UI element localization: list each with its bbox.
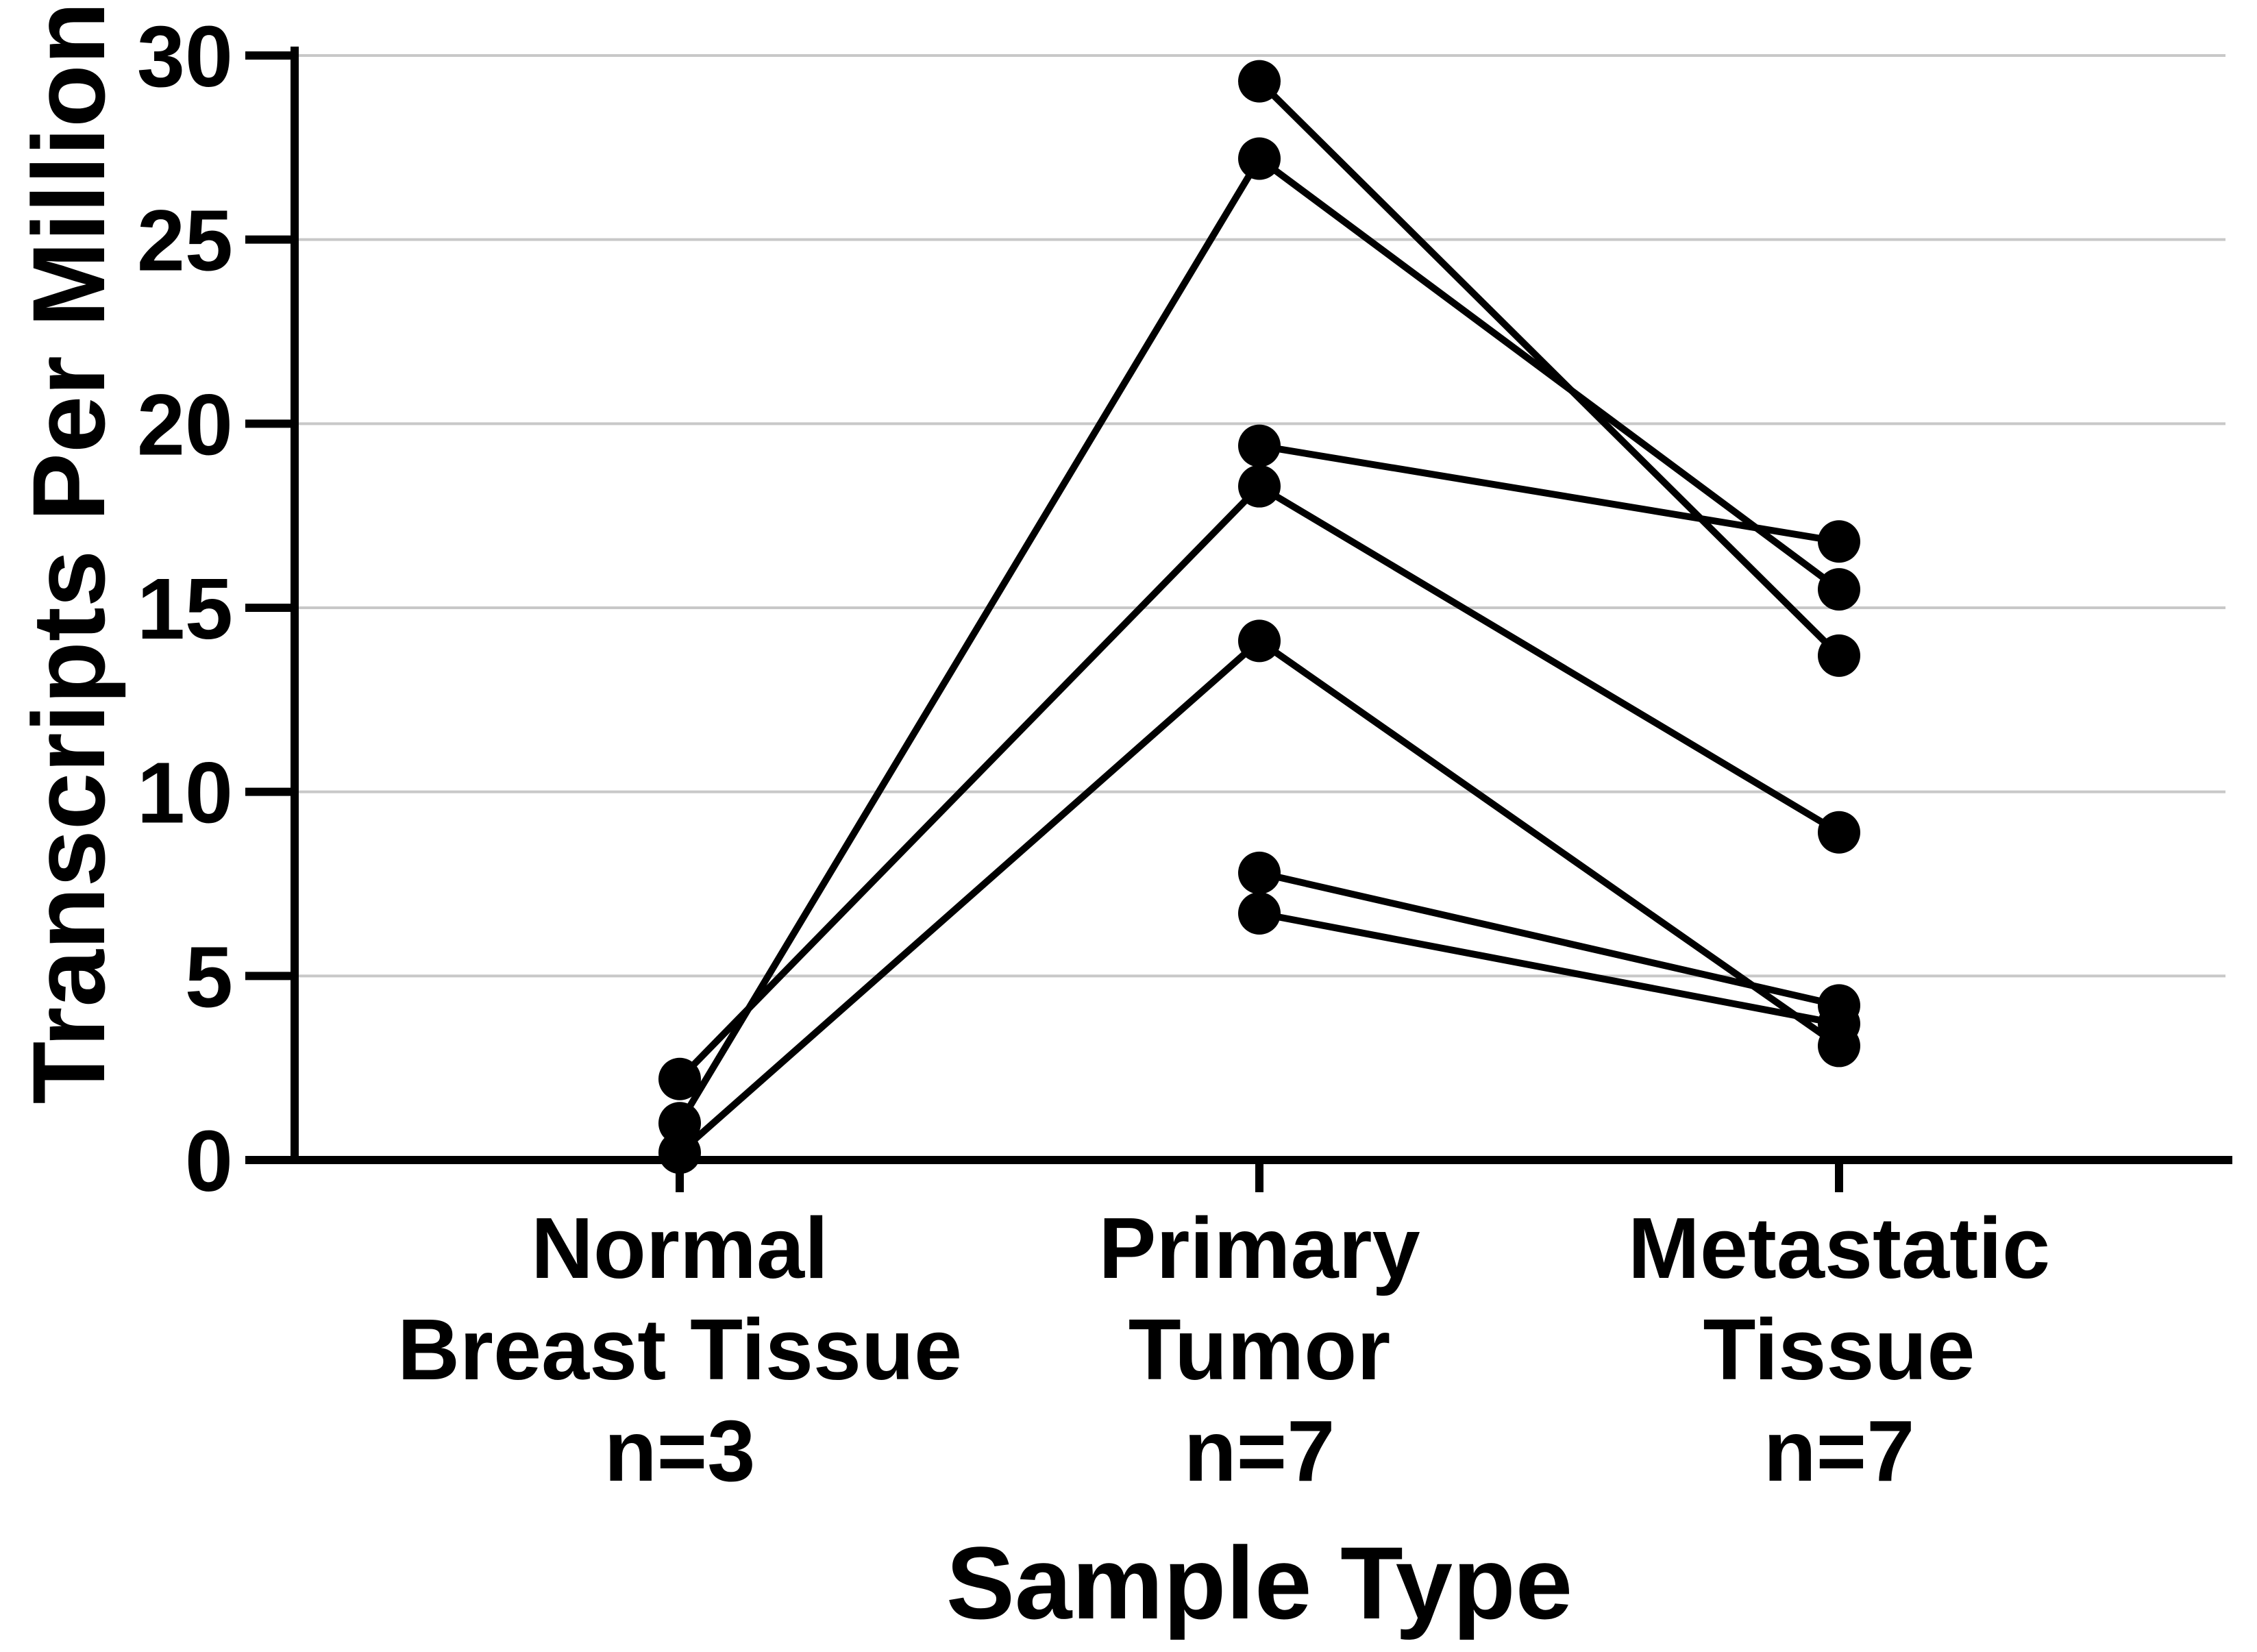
y-tick-label: 20 — [137, 376, 233, 473]
category-label-line: n=7 — [1184, 1403, 1335, 1499]
x-axis-title: Sample Type — [946, 1525, 1572, 1640]
data-point — [1818, 568, 1860, 611]
data-point — [1238, 424, 1281, 467]
data-point — [658, 1102, 701, 1145]
y-tick-label: 0 — [185, 1113, 233, 1209]
connector-line — [1257, 79, 1842, 658]
data-point — [1818, 1002, 1860, 1046]
category-label-line: Metastatic — [1628, 1200, 2050, 1296]
tick-marks-group — [245, 51, 1843, 1192]
connector-lines-group — [676, 79, 1842, 1156]
y-tick-label: 25 — [137, 193, 233, 289]
data-point — [1238, 137, 1281, 180]
y-tick-label: 10 — [137, 745, 233, 841]
connector-line — [1259, 442, 1840, 545]
category-label-line: Tissue — [1703, 1301, 1975, 1398]
connector-line — [1258, 870, 1840, 1009]
data-point — [1818, 811, 1860, 854]
data-point — [1238, 465, 1281, 508]
category-label-line: Primary — [1098, 1200, 1420, 1296]
data-point — [1818, 634, 1860, 677]
data-point — [1238, 619, 1281, 663]
y-axis-title: Transcripts Per Million — [11, 2, 126, 1105]
y-tick-label: 15 — [137, 560, 233, 657]
y-tick-label: 5 — [185, 928, 233, 1025]
category-label-line: Breast Tissue — [397, 1301, 962, 1398]
data-point — [1238, 851, 1281, 894]
y-tick-label: 30 — [137, 8, 233, 105]
gridlines-group — [299, 54, 2225, 978]
category-label-line: Normal — [531, 1200, 828, 1296]
category-label-line: n=7 — [1764, 1403, 1915, 1499]
category-label-line: Tumor — [1128, 1301, 1391, 1398]
data-point — [658, 1057, 701, 1100]
data-point — [1818, 520, 1860, 563]
category-label-line: n=3 — [604, 1403, 756, 1499]
axes-group — [291, 47, 2232, 1164]
connector-line — [1259, 910, 1840, 1028]
data-point — [1238, 891, 1281, 935]
data-point — [1238, 60, 1281, 103]
data-points-group — [658, 60, 1860, 1174]
y-tick-labels-group: 0 5 10 15 20 25 30 — [137, 8, 233, 1209]
